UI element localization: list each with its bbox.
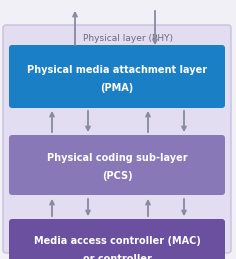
Text: Physical layer (PHY): Physical layer (PHY) [83,34,173,43]
FancyBboxPatch shape [9,45,225,108]
Text: (PMA): (PMA) [100,83,134,93]
Text: Physical media attachment layer: Physical media attachment layer [27,65,207,75]
FancyBboxPatch shape [9,135,225,195]
FancyBboxPatch shape [3,25,231,253]
Text: Physical coding sub-layer: Physical coding sub-layer [47,153,187,163]
Text: or controller: or controller [83,254,152,259]
Text: Media access controller (MAC): Media access controller (MAC) [34,236,200,246]
Text: (PCS): (PCS) [102,171,132,181]
FancyBboxPatch shape [9,219,225,259]
